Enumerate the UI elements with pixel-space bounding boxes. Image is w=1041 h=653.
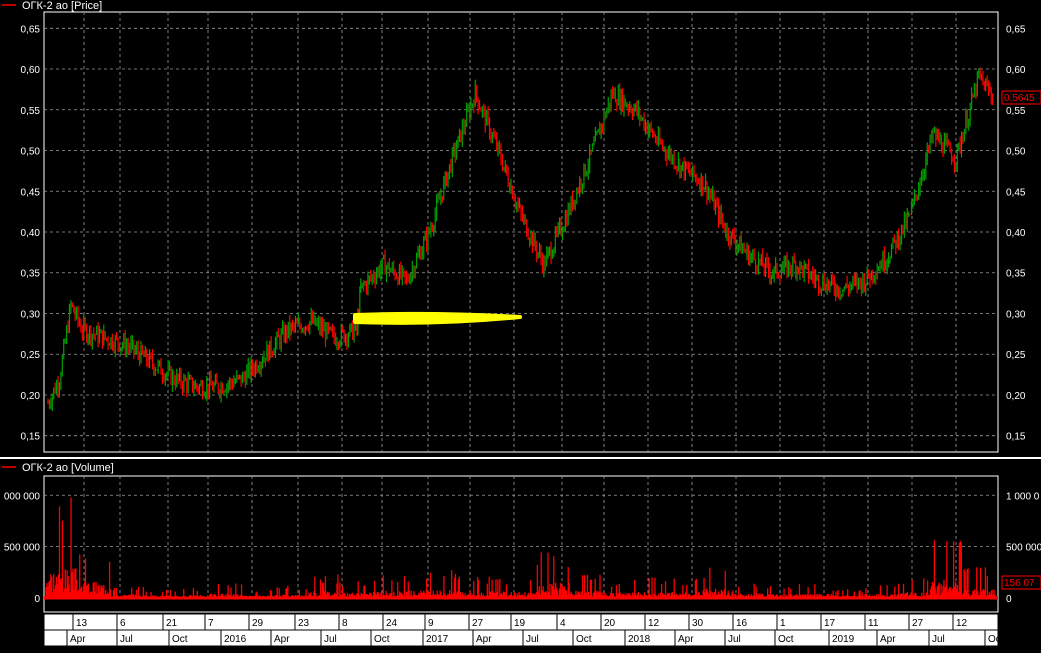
time-label-row2: 2017: [426, 634, 449, 645]
price-last-value-box: [1001, 90, 1041, 105]
time-label-row2: Jul: [120, 634, 133, 645]
price-y-tick-left: 0,15: [21, 432, 41, 443]
price-y-tick-left: 0,20: [21, 391, 41, 402]
time-label-row1: 27: [912, 618, 924, 629]
price-y-tick-left: 0,30: [21, 309, 41, 320]
price-y-tick-right: 0,65: [1006, 24, 1026, 35]
price-series: [47, 67, 994, 411]
time-label-row1: 20: [604, 618, 616, 629]
time-label-row1: 24: [386, 618, 398, 629]
price-y-tick-right: 0,35: [1006, 269, 1026, 280]
time-label-row1: 8: [342, 618, 348, 629]
price-y-tick-right: 0,45: [1006, 187, 1026, 198]
time-label-row1: 29: [252, 618, 264, 629]
time-label-row2: Jul: [526, 634, 539, 645]
time-label-row2: Jul: [932, 634, 945, 645]
time-label-row2: Apr: [274, 634, 290, 645]
price-y-tick-right: 0,15: [1006, 432, 1026, 443]
price-y-tick-right: 0,40: [1006, 228, 1026, 239]
time-label-row1: 13: [76, 618, 88, 629]
time-label-row1: 12: [648, 618, 660, 629]
price-legend-label: ОГК-2 ао [Price]: [22, 0, 102, 12]
volume-y-axis-left: 000 000 500 000 0: [4, 491, 41, 605]
time-axis: 13 6 21 7 29 23 8 24 9 27 19 4 20 12 30 16 1 17 11 27 12 Apr J…: [66, 614, 1004, 646]
volume-last-value-box: [1001, 575, 1041, 590]
price-y-tick-left: 0,35: [21, 269, 41, 280]
price-y-tick-left: 0,25: [21, 350, 41, 361]
price-y-tick-right: 0,25: [1006, 350, 1026, 361]
time-label-row1: 23: [298, 618, 310, 629]
time-label-row1: 21: [166, 618, 178, 629]
volume-series: [44, 497, 998, 600]
volume-y-tick-right: 500 000: [1006, 543, 1041, 554]
time-label-row2: Jul: [728, 634, 741, 645]
volume-y-tick-left: 000 000: [4, 491, 41, 502]
price-y-tick-right: 0,55: [1006, 106, 1026, 117]
price-y-tick-right: 0,20: [1006, 391, 1026, 402]
time-label-row2: Oct: [988, 634, 1004, 645]
time-label-row2: Oct: [374, 634, 390, 645]
time-label-row1: 30: [692, 618, 704, 629]
time-label-row1: 19: [514, 618, 526, 629]
time-label-row1: 1: [780, 618, 786, 629]
price-y-tick-left: 0,65: [21, 24, 41, 35]
price-y-tick-right: 0,50: [1006, 147, 1026, 158]
price-y-tick-left: 0,45: [21, 187, 41, 198]
time-label-row2: Oct: [172, 634, 188, 645]
time-label-row2: Apr: [880, 634, 896, 645]
time-label-row1: 11: [868, 618, 879, 629]
price-y-tick-left: 0,60: [21, 65, 41, 76]
volume-y-axis-right: 1 000 0 500 000 0: [1006, 491, 1041, 605]
price-y-tick-left: 0,40: [21, 228, 41, 239]
volume-y-tick-left: 0: [34, 594, 40, 605]
volume-last-value: 156 07: [1004, 578, 1035, 589]
time-label-row2: Oct: [576, 634, 592, 645]
price-last-value: 0,5645: [1004, 93, 1035, 104]
price-y-tick-right: 0,30: [1006, 309, 1026, 320]
volume-plot-area: [43, 475, 999, 613]
time-label-row1: 9: [428, 618, 434, 629]
price-y-axis-left: 0,65 0,60 0,55 0,50 0,45 0,40 0,35 0,30 0,25 0,20…: [21, 24, 41, 442]
time-label-row2: 2019: [832, 634, 855, 645]
price-y-axis-right: 0,65 0,60 0,55 0,50 0,45 0,40 0,35 0,30 0,25 0,20…: [1006, 24, 1026, 442]
price-y-tick-left: 0,50: [21, 147, 41, 158]
volume-y-tick-right: 1 000 0: [1006, 491, 1040, 502]
price-y-tick-right: 0,60: [1006, 65, 1026, 76]
time-label-row2: Apr: [70, 634, 86, 645]
price-grid: [44, 12, 998, 452]
price-y-tick-left: 0,55: [21, 106, 41, 117]
time-label-row2: Jul: [324, 634, 337, 645]
time-label-row2: Apr: [476, 634, 492, 645]
time-label-row2: 2018: [628, 634, 651, 645]
volume-y-tick-right: 0: [1006, 594, 1012, 605]
volume-legend-label: ОГК-2 ао [Volume]: [22, 462, 114, 474]
highlight-marker: [353, 311, 522, 325]
time-label-row1: 27: [472, 618, 484, 629]
time-label-row1: 16: [736, 618, 748, 629]
time-label-row1: 7: [208, 618, 214, 629]
time-label-row2: Oct: [778, 634, 794, 645]
time-label-row1: 4: [560, 618, 566, 629]
volume-y-tick-left: 500 000: [4, 543, 41, 554]
time-label-row2: Apr: [678, 634, 694, 645]
time-label-row1: 12: [956, 618, 968, 629]
time-label-row1: 17: [824, 618, 836, 629]
time-label-row2: 2016: [224, 634, 247, 645]
time-label-row1: 6: [120, 618, 126, 629]
